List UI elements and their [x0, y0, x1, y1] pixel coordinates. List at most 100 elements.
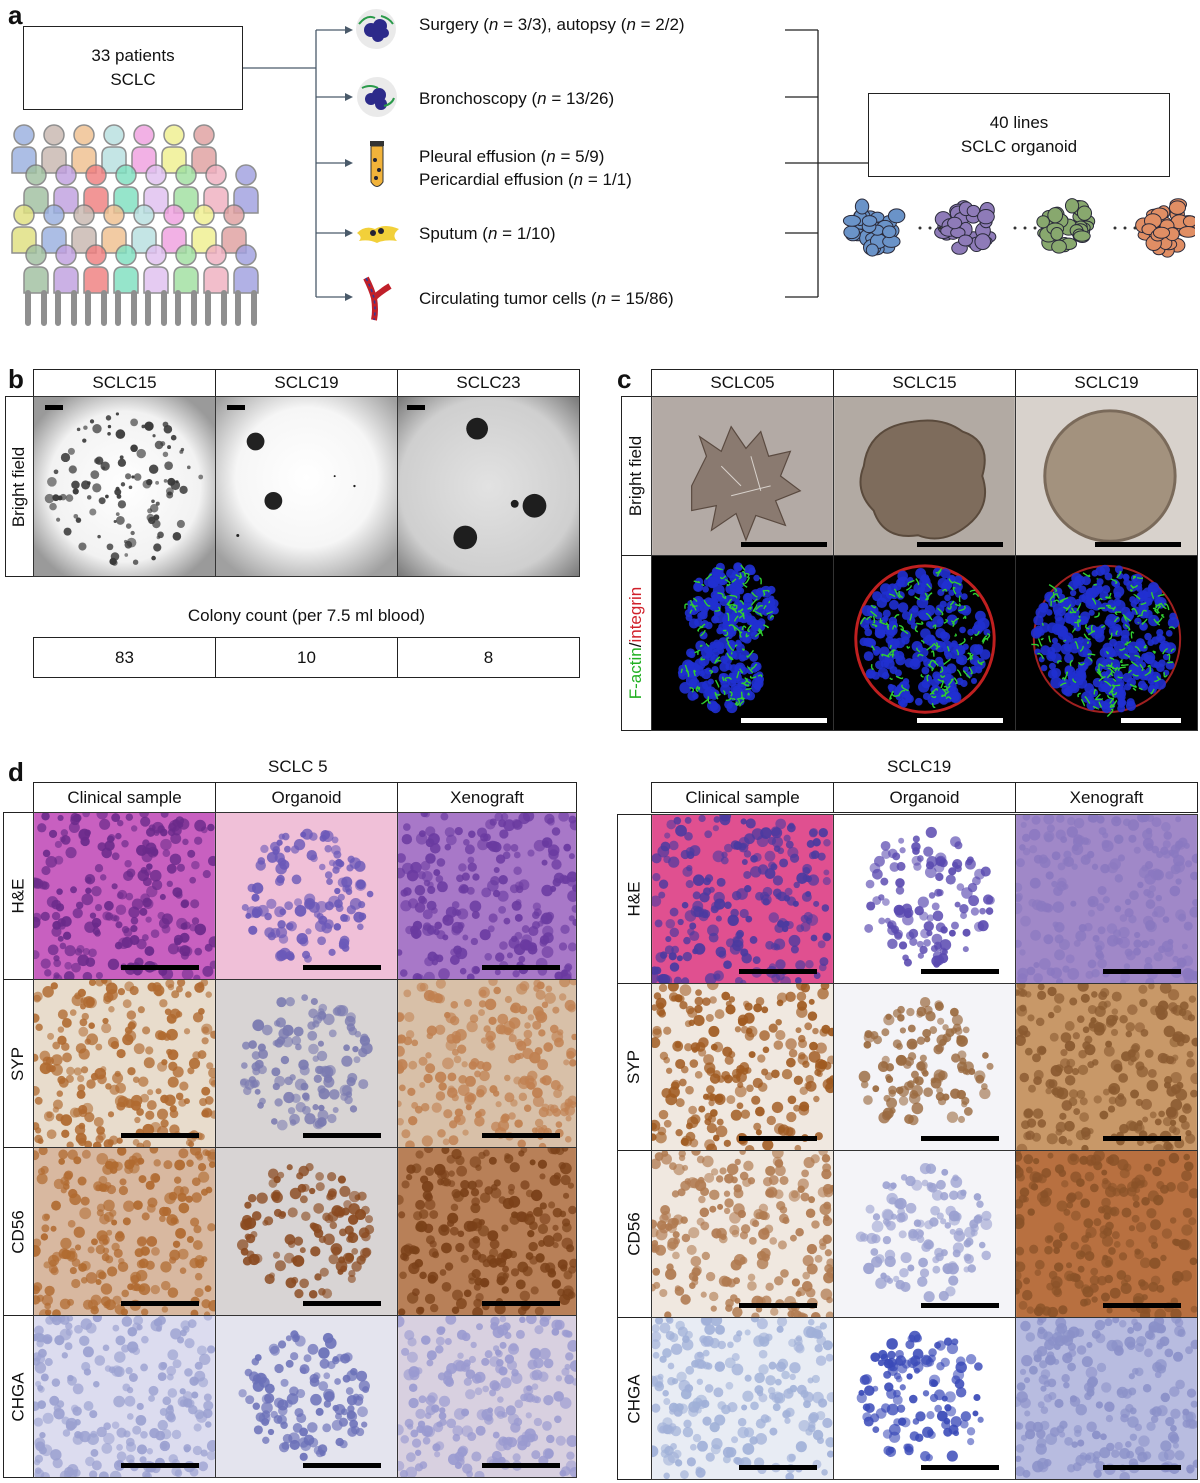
panel-d-right-row-syp: SYP — [617, 983, 652, 1151]
panel-b-label: b — [8, 364, 24, 394]
colony-count-sclc15: 83 — [33, 637, 216, 678]
scale-bar — [407, 405, 425, 410]
panel-c-col-header-3: SCLC19 — [1015, 369, 1198, 397]
scale-bar — [917, 542, 1003, 547]
histology-image — [215, 979, 398, 1148]
source-pericardial-text: Pericardial effusion (n = 1/1) — [419, 170, 632, 189]
scale-bar — [1121, 718, 1181, 723]
histology-image — [397, 1147, 577, 1316]
scale-bar — [739, 969, 817, 974]
histology-image — [397, 1315, 577, 1478]
panel-b-col-header-2: SCLC19 — [215, 369, 398, 397]
fluorescence-organoid-sclc05 — [651, 555, 834, 731]
scale-bar — [121, 1463, 199, 1468]
panel-d-right-col-clinical: Clinical sample — [651, 782, 834, 813]
histology-image — [651, 1317, 834, 1480]
scale-bar — [921, 1303, 999, 1308]
panel-d-right-col-xenograft: Xenograft — [1015, 782, 1198, 813]
panel-c-col-header-2: SCLC15 — [833, 369, 1016, 397]
brightfield-organoid-sclc05 — [651, 396, 834, 556]
sputum-icon — [357, 226, 399, 243]
scale-bar — [121, 1301, 199, 1306]
colony-count-sclc23: 8 — [397, 637, 580, 678]
panel-c-col-header-1: SCLC05 — [651, 369, 834, 397]
scale-bar — [1095, 542, 1181, 547]
panel-d-right-row-cd56: CD56 — [617, 1150, 652, 1318]
fluorescence-organoid-sclc15 — [833, 555, 1016, 731]
scale-bar — [921, 969, 999, 974]
panel-d-left-col-clinical: Clinical sample — [33, 782, 216, 813]
histology-image — [33, 1147, 216, 1316]
panel-c-row2-label: F-actin/integrin — [621, 555, 652, 731]
scale-bar — [303, 1133, 381, 1138]
panel-d-left-row-he: H&E — [3, 812, 34, 980]
histology-image — [833, 1317, 1016, 1480]
panel-b-col-header-1: SCLC15 — [33, 369, 216, 397]
scale-bar — [482, 965, 560, 970]
brightfield-organoid-sclc15 — [833, 396, 1016, 556]
organoid-lines-type: SCLC organoid — [960, 137, 1078, 156]
panel-c-row1-label: Bright field — [621, 396, 652, 556]
histology-image — [1015, 1317, 1198, 1480]
patients-box: 33 patients SCLC — [23, 26, 243, 110]
scale-bar — [303, 965, 381, 970]
organoid-lines-count: 40 lines — [989, 113, 1049, 132]
scale-bar — [227, 405, 245, 410]
source-pleural-text: Pleural effusion (n = 5/9) — [419, 147, 605, 166]
fluorescence-organoid-sclc19 — [1015, 555, 1198, 731]
colony-count-title: Colony count (per 7.5 ml blood) — [187, 606, 426, 625]
panel-d-left-col-xenograft: Xenograft — [397, 782, 577, 813]
brightfield-image-sclc19 — [215, 396, 398, 577]
scale-bar — [921, 1136, 999, 1141]
tissue-icon — [357, 77, 397, 117]
scale-bar — [482, 1463, 560, 1468]
panel-d-right-col-organoid: Organoid — [833, 782, 1016, 813]
histology-image — [833, 983, 1016, 1151]
blood-vessel-icon — [363, 276, 392, 321]
brightfield-organoid-sclc19 — [1015, 396, 1198, 556]
source-connector-lines — [243, 26, 868, 301]
tissue-icon — [356, 9, 396, 49]
scale-bar — [741, 718, 827, 723]
organoid-lines-box: 40 lines SCLC organoid — [868, 93, 1170, 177]
brightfield-image-sclc23 — [397, 396, 580, 577]
source-ctc-text: Circulating tumor cells (n = 15/86) — [419, 289, 674, 308]
panel-d-left-row-cd56: CD56 — [3, 1147, 34, 1316]
scale-bar — [45, 405, 63, 410]
f-actin-label: F-actin — [626, 647, 646, 700]
histology-image — [215, 1315, 398, 1478]
panel-c-label: c — [617, 364, 632, 394]
panel-d-left-row-chga: CHGA — [3, 1315, 34, 1478]
scale-bar — [917, 718, 1003, 723]
histology-image — [397, 812, 577, 980]
histology-image — [1015, 1150, 1198, 1318]
scale-bar — [303, 1463, 381, 1468]
scale-bar — [739, 1465, 817, 1470]
histology-image — [1015, 814, 1198, 984]
patients-count: 33 patients — [91, 46, 175, 65]
scale-bar — [739, 1303, 817, 1308]
scale-bar — [921, 1465, 999, 1470]
brightfield-image-sclc15 — [33, 396, 216, 577]
scale-bar — [482, 1133, 560, 1138]
scale-bar — [482, 1301, 560, 1306]
colony-count-sclc19: 10 — [215, 637, 398, 678]
panel-d-right-row-chga: CHGA — [617, 1317, 652, 1480]
scale-bar — [1103, 1136, 1181, 1141]
source-bronchoscopy-text: Bronchoscopy (n = 13/26) — [419, 89, 615, 108]
histology-image — [833, 814, 1016, 984]
histology-image — [33, 1315, 216, 1478]
histology-image — [1015, 983, 1198, 1151]
histology-image — [651, 983, 834, 1151]
patients-disease: SCLC — [110, 70, 156, 89]
histology-image — [833, 1150, 1016, 1318]
source-surgery-text: Surgery (n = 3/3), autopsy (n = 2/2) — [419, 15, 685, 34]
histology-image — [33, 812, 216, 980]
patients-crowd-illustration — [11, 124, 259, 326]
integrin-label: integrin — [626, 586, 646, 643]
panel-d-right-row-he: H&E — [617, 814, 652, 984]
scale-bar — [741, 542, 827, 547]
scale-bar — [121, 1133, 199, 1138]
scale-bar — [303, 1301, 381, 1306]
scale-bar — [1103, 969, 1181, 974]
